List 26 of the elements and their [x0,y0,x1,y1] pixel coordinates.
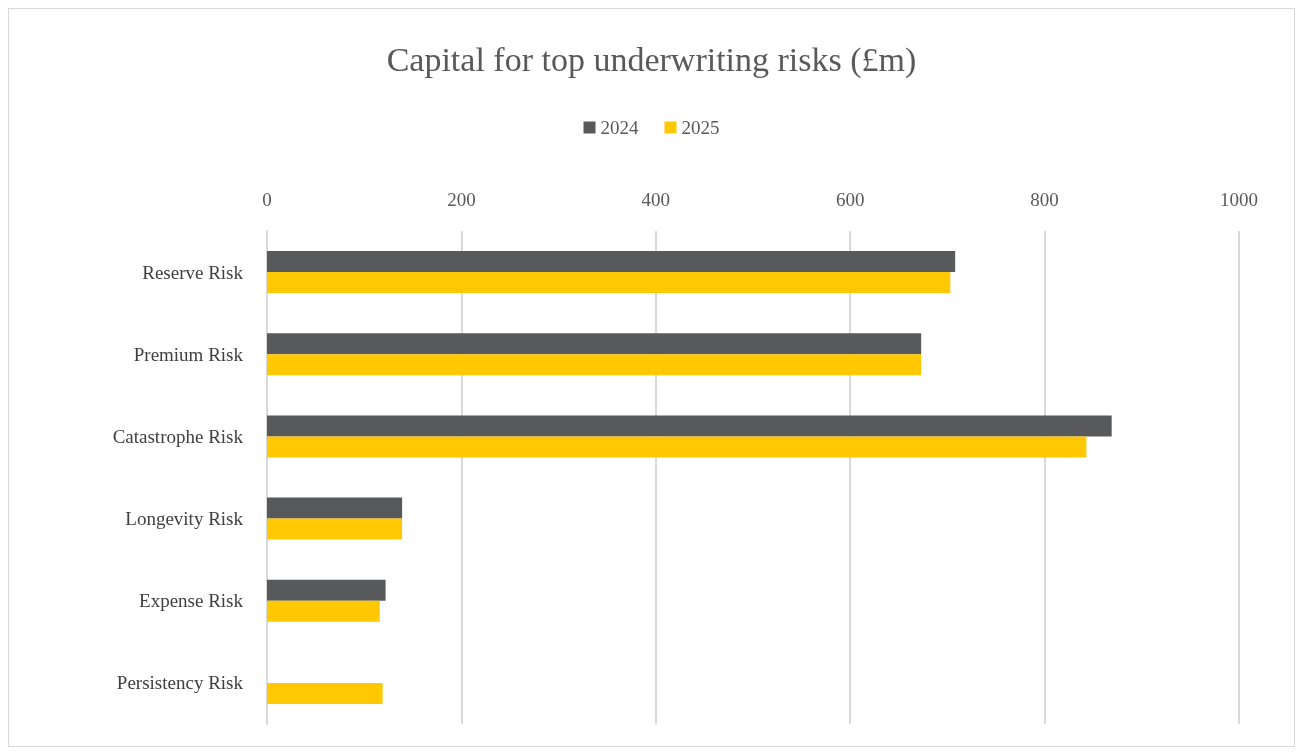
bar [267,354,922,376]
bar [267,497,403,519]
y-tick-label: Catastrophe Risk [112,425,244,447]
bar [267,579,386,601]
bar [267,415,1112,437]
y-tick-label: Reserve Risk [142,261,244,283]
y-tick-label: Persistency Risk [116,672,244,694]
legend-label: 2025 [681,117,720,138]
x-tick-label: 400 [641,189,671,210]
bar [267,272,951,294]
bar [267,251,956,273]
y-tick-label: Expense Risk [139,590,244,612]
x-tick-label: 0 [262,189,272,210]
bar [267,518,403,540]
y-tick-label: Premium Risk [133,343,244,365]
bar [267,333,922,355]
x-tick-label: 1000 [1220,189,1258,210]
bar [267,600,380,622]
x-tick-label: 200 [447,189,476,210]
bar [267,436,1087,458]
y-tick-label: Longevity Risk [125,508,244,530]
x-tick-label: 600 [835,189,865,210]
legend-label: 2024 [600,117,639,138]
chart-title: Capital for top underwriting risks (£m) [386,40,917,79]
x-tick-label: 800 [1030,189,1059,210]
bar [267,682,383,704]
